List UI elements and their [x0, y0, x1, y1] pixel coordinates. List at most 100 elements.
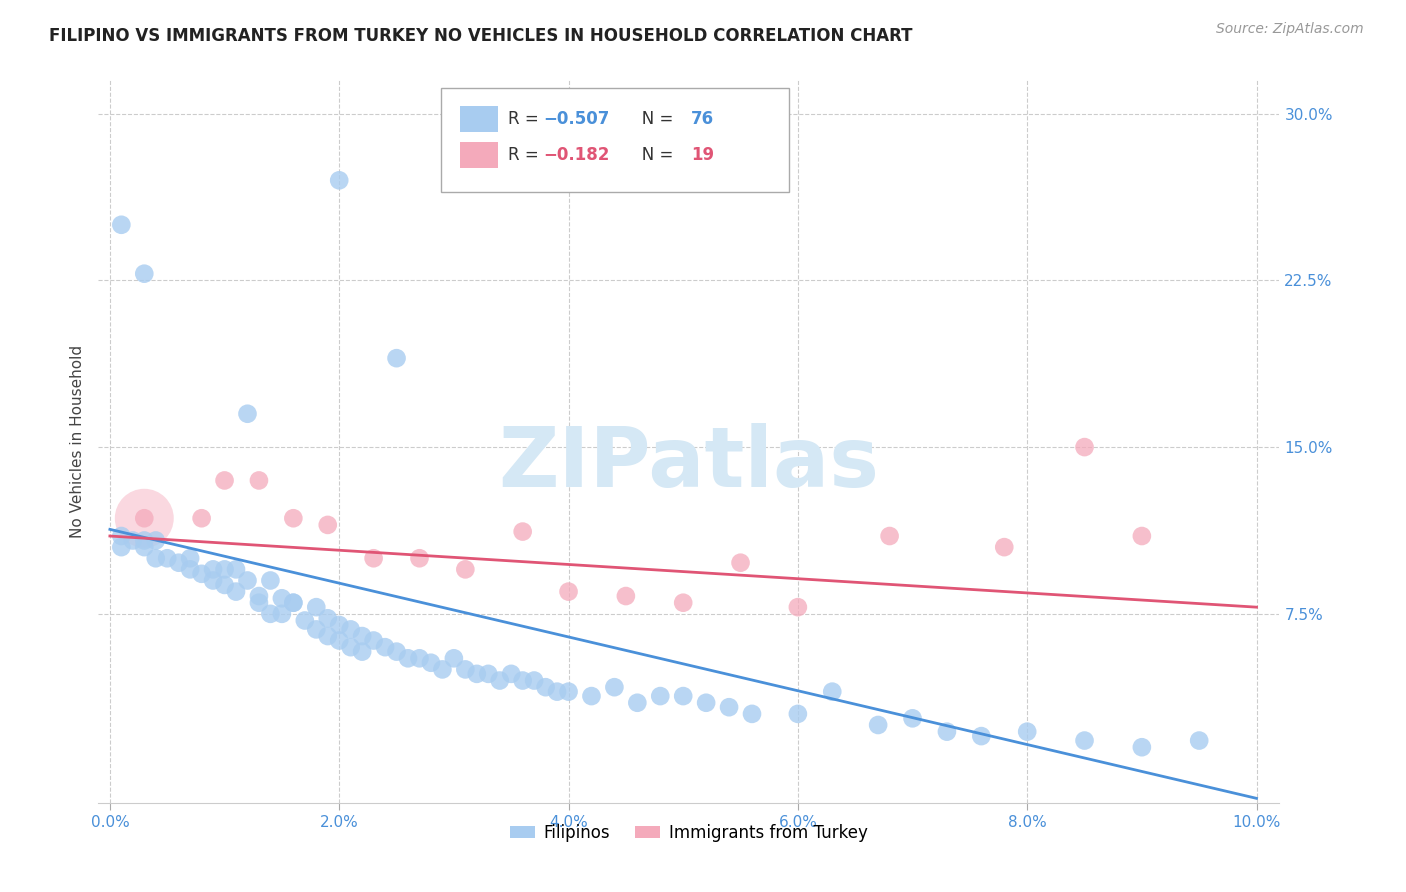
- Point: [134, 267, 156, 281]
- Point: [1073, 440, 1095, 454]
- Point: [363, 633, 385, 648]
- Point: [512, 524, 534, 539]
- Point: [283, 596, 305, 610]
- Point: [512, 673, 534, 688]
- Point: [1130, 529, 1153, 543]
- Point: [672, 689, 695, 703]
- Point: [465, 666, 488, 681]
- Point: [557, 684, 579, 698]
- FancyBboxPatch shape: [460, 143, 498, 168]
- Point: [581, 689, 603, 703]
- Point: [1073, 733, 1095, 747]
- Point: [283, 511, 305, 525]
- Point: [396, 651, 419, 665]
- Point: [110, 218, 132, 232]
- Point: [385, 645, 408, 659]
- Point: [901, 711, 924, 725]
- Point: [294, 614, 316, 628]
- Point: [546, 684, 568, 698]
- Point: [339, 640, 361, 655]
- Text: N =: N =: [626, 110, 679, 128]
- Point: [134, 511, 156, 525]
- Point: [363, 551, 385, 566]
- Point: [214, 562, 236, 576]
- Point: [488, 673, 510, 688]
- Point: [352, 629, 374, 643]
- Point: [259, 574, 281, 588]
- Point: [741, 706, 763, 721]
- Text: FILIPINO VS IMMIGRANTS FROM TURKEY NO VEHICLES IN HOUSEHOLD CORRELATION CHART: FILIPINO VS IMMIGRANTS FROM TURKEY NO VE…: [49, 27, 912, 45]
- Point: [236, 407, 259, 421]
- Point: [672, 596, 695, 610]
- Point: [305, 623, 328, 637]
- Point: [328, 633, 350, 648]
- Point: [650, 689, 672, 703]
- Text: −0.182: −0.182: [544, 146, 610, 164]
- Point: [316, 611, 339, 625]
- Point: [270, 591, 292, 606]
- Text: N =: N =: [626, 146, 679, 164]
- Point: [523, 673, 546, 688]
- Point: [534, 680, 557, 694]
- Point: [202, 562, 225, 576]
- Point: [179, 551, 201, 566]
- Point: [202, 574, 225, 588]
- Text: R =: R =: [508, 110, 544, 128]
- Point: [374, 640, 396, 655]
- Point: [718, 700, 741, 714]
- Point: [385, 351, 408, 366]
- Point: [993, 540, 1015, 554]
- Point: [970, 729, 993, 743]
- Text: 19: 19: [692, 146, 714, 164]
- Point: [145, 533, 167, 548]
- Point: [190, 566, 212, 581]
- Point: [1188, 733, 1211, 747]
- Point: [316, 517, 339, 532]
- Point: [443, 651, 465, 665]
- Point: [614, 589, 637, 603]
- Point: [236, 574, 259, 588]
- Point: [134, 540, 156, 554]
- Point: [454, 562, 477, 576]
- Point: [935, 724, 957, 739]
- Point: [145, 551, 167, 566]
- Point: [408, 651, 430, 665]
- Point: [730, 556, 752, 570]
- Point: [134, 511, 156, 525]
- Y-axis label: No Vehicles in Household: No Vehicles in Household: [69, 345, 84, 538]
- Point: [247, 596, 270, 610]
- Text: ZIPatlas: ZIPatlas: [499, 423, 879, 504]
- Point: [283, 596, 305, 610]
- Text: Source: ZipAtlas.com: Source: ZipAtlas.com: [1216, 22, 1364, 37]
- Point: [420, 656, 443, 670]
- Point: [214, 578, 236, 592]
- Point: [179, 562, 201, 576]
- Point: [328, 618, 350, 632]
- Point: [626, 696, 648, 710]
- Point: [477, 666, 499, 681]
- Point: [879, 529, 901, 543]
- Point: [695, 696, 717, 710]
- FancyBboxPatch shape: [460, 106, 498, 132]
- FancyBboxPatch shape: [441, 87, 789, 193]
- Point: [868, 718, 890, 732]
- Point: [190, 511, 212, 525]
- Text: −0.507: −0.507: [544, 110, 610, 128]
- Point: [225, 562, 247, 576]
- Point: [786, 706, 808, 721]
- Point: [603, 680, 626, 694]
- Point: [408, 551, 430, 566]
- Point: [328, 173, 350, 187]
- Point: [121, 533, 143, 548]
- Point: [247, 474, 270, 488]
- Legend: Filipinos, Immigrants from Turkey: Filipinos, Immigrants from Turkey: [503, 817, 875, 848]
- Point: [1130, 740, 1153, 755]
- Point: [454, 662, 477, 676]
- Point: [156, 551, 179, 566]
- Point: [270, 607, 292, 621]
- Point: [247, 589, 270, 603]
- Point: [352, 645, 374, 659]
- Point: [316, 629, 339, 643]
- Point: [501, 666, 523, 681]
- Point: [557, 584, 579, 599]
